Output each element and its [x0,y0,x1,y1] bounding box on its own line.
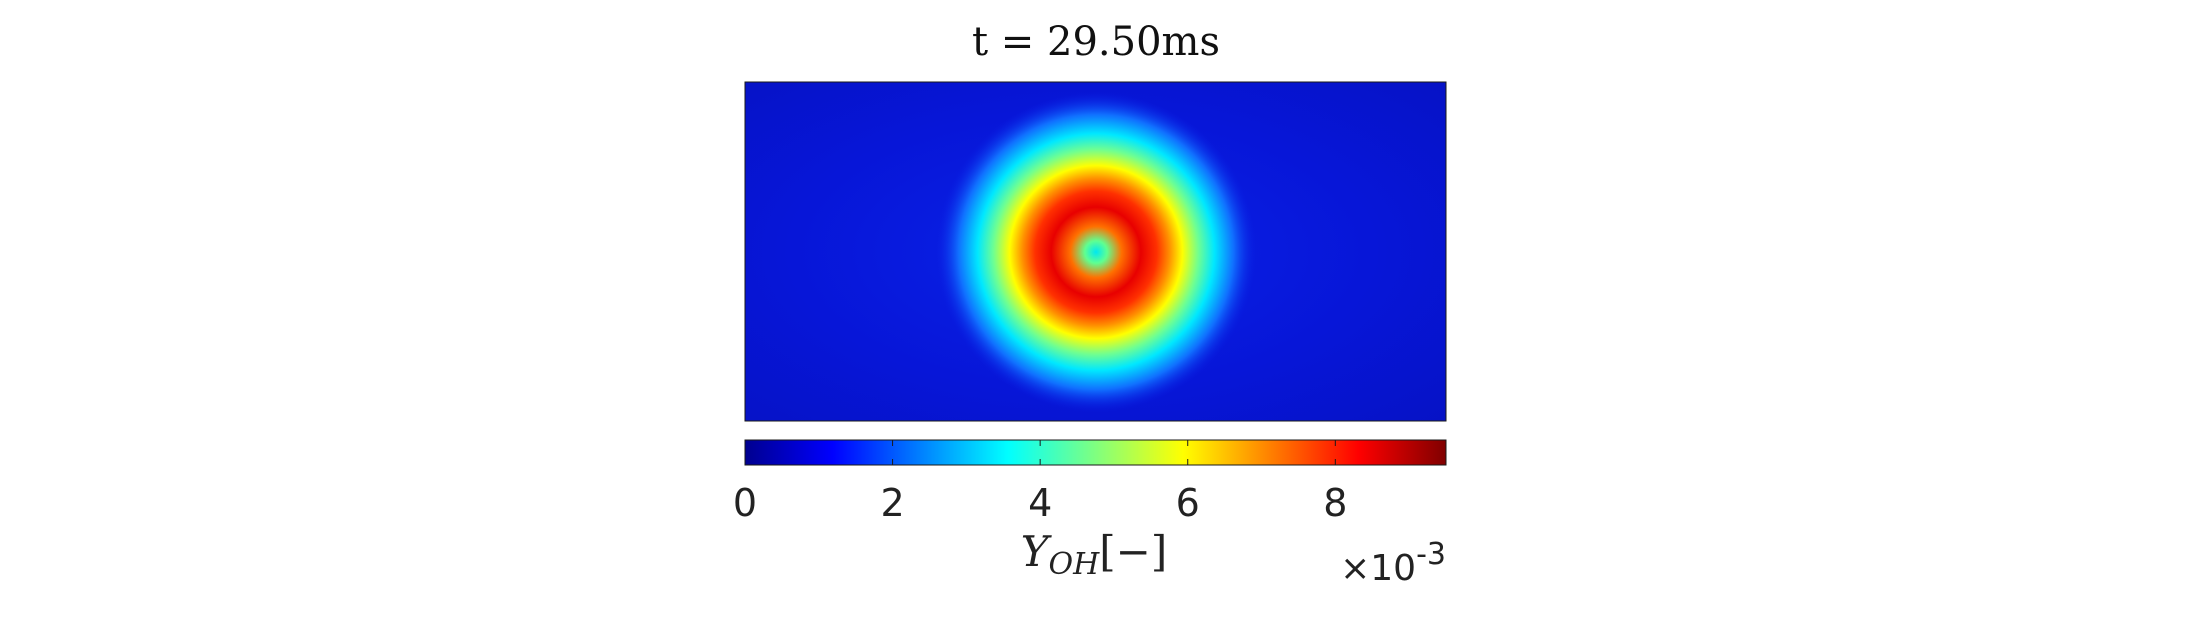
colorbar-tick-label: 8 [1323,481,1347,525]
exponent-value: -3 [1416,537,1446,572]
colorbar: 0 2 4 6 8 [733,439,1447,525]
colorbar-label-subscript: OH [1049,547,1101,582]
colorbar-tick-labels: 0 2 4 6 8 [733,481,1348,525]
colorbar-tick-label: 6 [1176,481,1200,525]
colorbar-tick-label: 0 [733,481,757,525]
colorbar-tick-label: 4 [1028,481,1052,525]
colorbar-gradient [744,439,1447,466]
exponent-prefix: ×10 [1340,548,1416,589]
heatmap-plot-area [745,82,1446,421]
colorbar-label-unit: [−] [1099,527,1167,576]
chart-title: t = 29.50ms [972,19,1220,65]
colorbar-ticks [744,440,1336,465]
oh-hotspot [936,92,1256,412]
plot-frame [744,81,1447,422]
colorbar-exponent: ×10-3 [1340,537,1446,589]
colorbar-tick-label: 2 [880,481,904,525]
colorbar-label-main: Y [1021,527,1053,576]
colorbar-label: YOH[−] [1021,527,1167,582]
